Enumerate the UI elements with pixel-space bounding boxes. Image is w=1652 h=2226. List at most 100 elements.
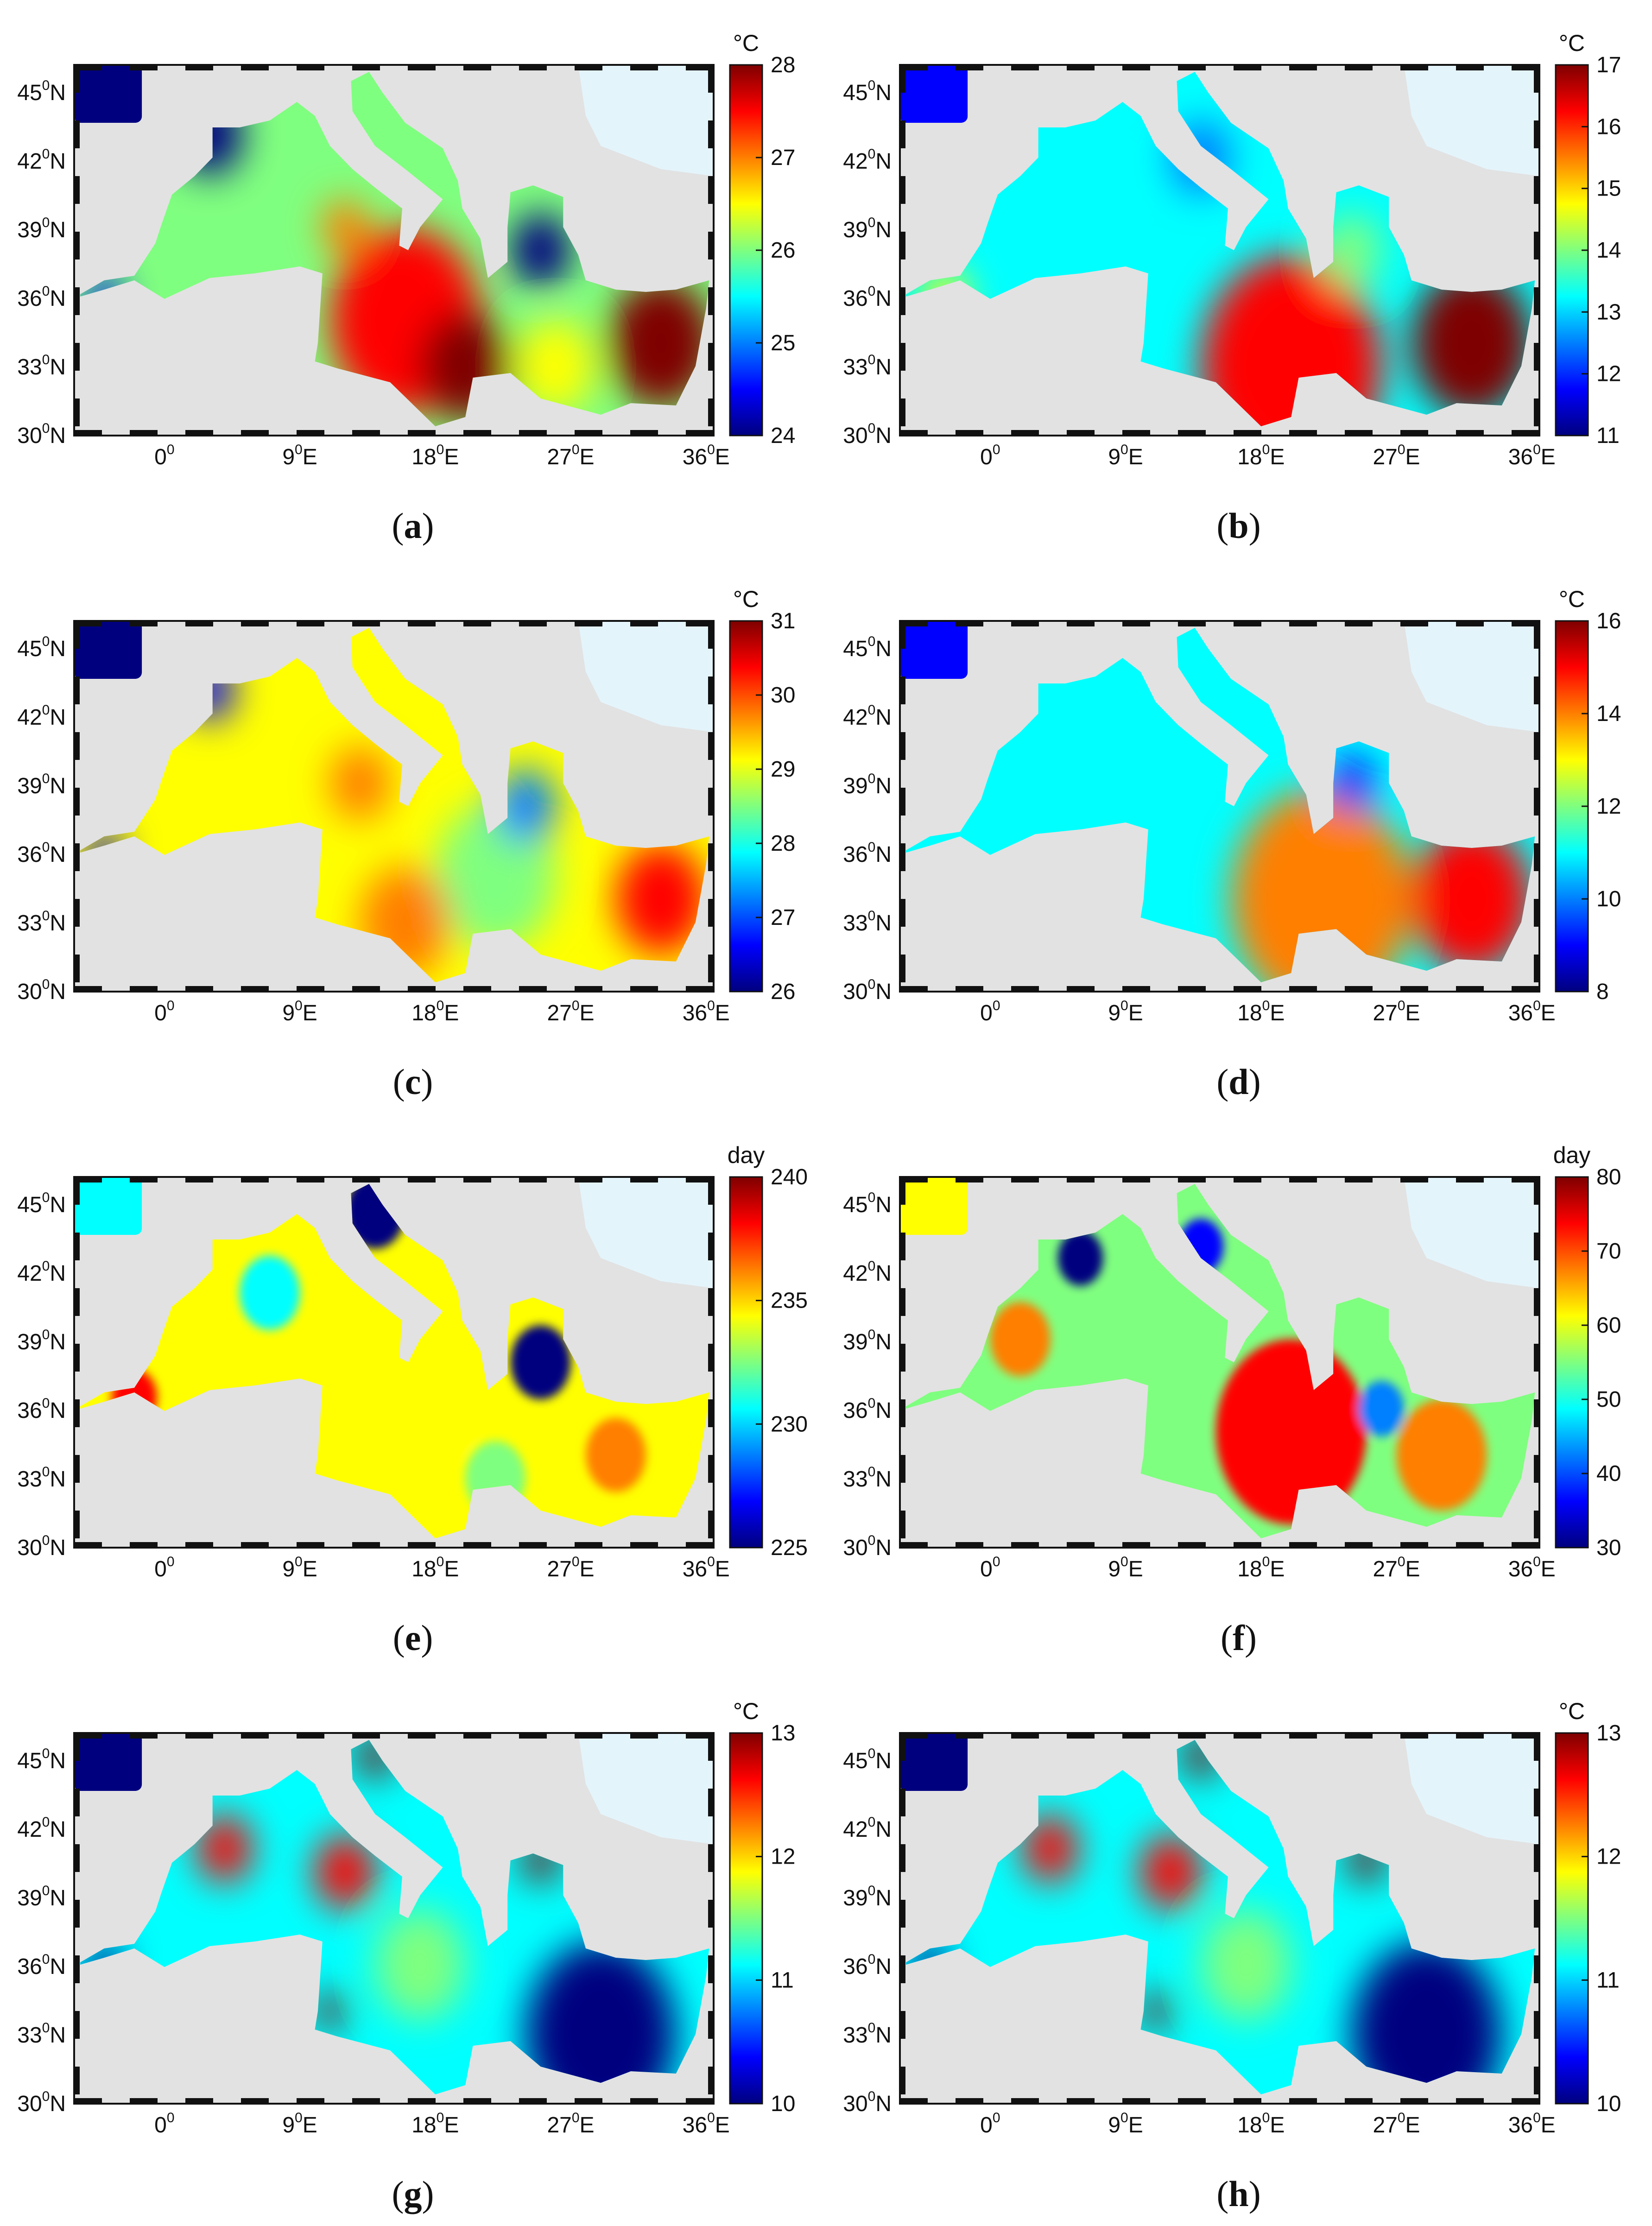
lon-label: 180E bbox=[411, 998, 459, 1025]
lat-label: 360N bbox=[843, 1952, 892, 1979]
lat-label: 390N bbox=[17, 771, 66, 798]
colorbar-tick: 13 bbox=[1596, 1721, 1621, 1745]
colorbar-tick: 14 bbox=[1596, 702, 1621, 726]
colorbar-tick: 25 bbox=[771, 331, 795, 355]
colorbar-tick: 11 bbox=[1596, 1968, 1620, 1992]
map-e: 450N 420N 390N 360N 330N 300N 00 90E 180E 270E 360… bbox=[17, 1142, 808, 1581]
lon-label: 270E bbox=[1373, 1554, 1420, 1581]
lon-label: 270E bbox=[547, 2110, 594, 2137]
colorbar-tick: 16 bbox=[1596, 609, 1621, 633]
colorbar-tick: 40 bbox=[1596, 1461, 1621, 1486]
lat-label: 420N bbox=[843, 702, 892, 730]
lat-label: 330N bbox=[843, 908, 892, 936]
lat-label: 360N bbox=[843, 1396, 892, 1423]
colorbar-unit: day bbox=[1553, 1142, 1591, 1168]
panel-caption: (a) bbox=[392, 506, 434, 546]
lon-label: 90E bbox=[282, 442, 317, 469]
colorbar-tick: 235 bbox=[771, 1289, 808, 1313]
panel-caption: (e) bbox=[392, 1618, 433, 1658]
black-sea-area bbox=[578, 65, 714, 176]
lat-label: 450N bbox=[17, 1190, 66, 1217]
lat-label: 360N bbox=[843, 284, 892, 311]
lon-label: 360E bbox=[683, 2110, 730, 2137]
map-a: 450N 420N 390N 360N 330N 300N 00 90E 180E 270E 360… bbox=[17, 30, 795, 469]
panel-c: 450N 420N 390N 360N 330N 300N 00 90E 180E 270E 360… bbox=[0, 556, 826, 1112]
colorbar-tick: 12 bbox=[771, 1845, 795, 1869]
lat-label: 300N bbox=[843, 2089, 892, 2116]
colorbar-unit: °C bbox=[1559, 586, 1585, 612]
lat-label: 360N bbox=[17, 1396, 66, 1423]
lat-label: 390N bbox=[17, 215, 66, 242]
lon-label: 00 bbox=[980, 2110, 1000, 2137]
lat-label: 420N bbox=[843, 146, 892, 174]
lat-label: 450N bbox=[843, 1746, 892, 1773]
lat-label: 300N bbox=[843, 977, 892, 1004]
panel-d: 450N 420N 390N 360N 330N 300N 00 90E 180E 270E 360… bbox=[826, 556, 1652, 1112]
panel-h: 450N 420N 390N 360N 330N 300N 00 90E 180E 270E 360… bbox=[826, 1668, 1652, 2224]
black-sea-area bbox=[1404, 65, 1539, 176]
lon-label: 270E bbox=[1373, 998, 1420, 1025]
colorbar-unit: °C bbox=[733, 586, 759, 612]
colorbar-unit: day bbox=[728, 1142, 765, 1168]
colorbar-tick: 26 bbox=[771, 980, 795, 1004]
lon-label: 360E bbox=[683, 442, 730, 469]
atlantic-patch bbox=[900, 1177, 968, 1235]
lon-label: 360E bbox=[1508, 998, 1556, 1025]
colorbar-tick: 30 bbox=[771, 683, 795, 708]
black-sea-area bbox=[578, 621, 714, 732]
lat-label: 360N bbox=[17, 840, 66, 867]
colorbar-tick: 230 bbox=[771, 1412, 808, 1436]
colorbar-tick: 12 bbox=[1596, 362, 1621, 386]
colorbar-tick: 50 bbox=[1596, 1387, 1621, 1412]
lon-label: 90E bbox=[1108, 1554, 1143, 1581]
map-g: 450N 420N 390N 360N 330N 300N 00 90E 180E 270E 360… bbox=[17, 1698, 795, 2137]
colorbar bbox=[729, 1176, 763, 1549]
colorbar-tick: 80 bbox=[1596, 1165, 1621, 1189]
black-sea-area bbox=[1404, 1177, 1539, 1288]
lat-label: 360N bbox=[17, 1952, 66, 1979]
colorbar-tick: 28 bbox=[771, 53, 795, 77]
lon-label: 180E bbox=[411, 442, 459, 469]
lat-label: 420N bbox=[843, 1815, 892, 1842]
colorbar-unit: °C bbox=[1559, 1698, 1585, 1724]
lon-label: 180E bbox=[411, 1554, 459, 1581]
panel-b: 450N 420N 390N 360N 330N 300N 00 90E 180E 270E 360… bbox=[826, 0, 1652, 556]
lon-label: 90E bbox=[1108, 998, 1143, 1025]
atlantic-patch bbox=[74, 65, 142, 123]
panel-caption: (b) bbox=[1216, 506, 1261, 546]
lat-label: 330N bbox=[843, 2020, 892, 2048]
lat-label: 420N bbox=[17, 146, 66, 174]
colorbar-tick: 26 bbox=[771, 238, 795, 263]
lat-label: 300N bbox=[17, 1533, 66, 1560]
black-sea-area bbox=[1404, 1733, 1539, 1844]
panel-caption: (c) bbox=[392, 1062, 433, 1102]
colorbar-tick: 225 bbox=[771, 1536, 808, 1560]
lat-label: 330N bbox=[17, 352, 66, 379]
lon-label: 00 bbox=[154, 1554, 174, 1581]
lon-label: 360E bbox=[1508, 442, 1556, 469]
lat-label: 420N bbox=[17, 1258, 66, 1286]
colorbar-tick: 240 bbox=[771, 1165, 808, 1189]
atlantic-patch bbox=[900, 1733, 968, 1791]
lat-label: 300N bbox=[843, 421, 892, 448]
colorbar-tick: 14 bbox=[1596, 238, 1621, 263]
colorbar-tick: 28 bbox=[771, 831, 795, 856]
colorbar-tick: 16 bbox=[1596, 114, 1621, 139]
atlantic-patch bbox=[900, 621, 968, 679]
atlantic-patch bbox=[74, 1733, 142, 1791]
colorbar-unit: °C bbox=[733, 30, 759, 56]
lon-label: 270E bbox=[547, 442, 594, 469]
colorbar bbox=[729, 620, 763, 993]
panel-f: 450N 420N 390N 360N 330N 300N 00 90E 180E 270E 360… bbox=[826, 1112, 1652, 1668]
lat-label: 300N bbox=[17, 2089, 66, 2116]
lat-label: 390N bbox=[843, 215, 892, 242]
lon-label: 90E bbox=[282, 998, 317, 1025]
lat-label: 330N bbox=[17, 908, 66, 936]
lat-label: 450N bbox=[843, 1190, 892, 1217]
colorbar-tick: 10 bbox=[1596, 887, 1621, 911]
colorbar-tick: 12 bbox=[1596, 1845, 1621, 1869]
map-c: 450N 420N 390N 360N 330N 300N 00 90E 180E 270E 360… bbox=[17, 586, 795, 1025]
colorbar-tick: 10 bbox=[1596, 2092, 1621, 2116]
colorbar-unit: °C bbox=[1559, 30, 1585, 56]
